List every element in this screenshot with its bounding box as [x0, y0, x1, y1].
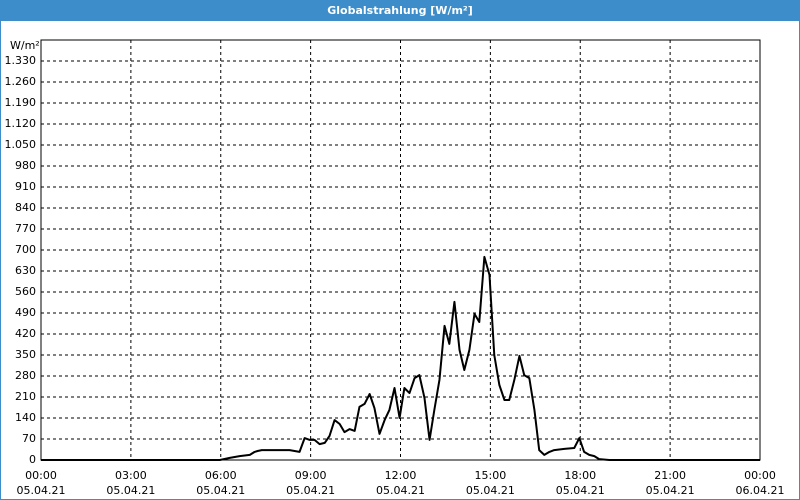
- x-tick-label: 15:00: [475, 469, 507, 482]
- plot-border: [40, 39, 761, 461]
- y-tick-label: 70: [22, 432, 36, 445]
- y-tick-label: 1.190: [5, 96, 37, 109]
- chart-title: Globalstrahlung [W/m²]: [327, 4, 473, 17]
- x-tick-date: 05.04.21: [286, 484, 335, 497]
- x-tick-date: 06.04.21: [736, 484, 785, 497]
- y-tick-label: 1.050: [5, 138, 37, 151]
- x-tick-label: 06:00: [205, 469, 237, 482]
- data-line: [41, 255, 760, 461]
- x-tick-label: 18:00: [564, 469, 596, 482]
- y-tick-label: 700: [15, 243, 36, 256]
- y-tick-label: 980: [15, 159, 36, 172]
- y-tick-label: 490: [15, 306, 36, 319]
- x-tick-label: 09:00: [295, 469, 327, 482]
- y-tick-label: 280: [15, 369, 36, 382]
- x-tick-date: 05.04.21: [376, 484, 425, 497]
- x-tick-label: 21:00: [654, 469, 686, 482]
- x-tick-date: 05.04.21: [466, 484, 515, 497]
- y-tick-label: 1.260: [5, 75, 37, 88]
- y-tick-label: 350: [15, 348, 36, 361]
- title-bar: [0, 0, 800, 21]
- y-tick-label: 1.330: [5, 54, 37, 67]
- x-tick-date: 05.04.21: [556, 484, 605, 497]
- y-tick-label: 560: [15, 285, 36, 298]
- x-tick-label: 12:00: [385, 469, 417, 482]
- y-tick-label: 0: [29, 453, 36, 466]
- x-tick-date: 05.04.21: [17, 484, 66, 497]
- y-tick-label: 840: [15, 201, 36, 214]
- x-tick-date: 05.04.21: [196, 484, 245, 497]
- x-tick-date: 05.04.21: [106, 484, 155, 497]
- y-axis-label: W/m²: [10, 39, 40, 52]
- y-tick-label: 420: [15, 327, 36, 340]
- y-tick-label: 1.120: [5, 117, 37, 130]
- y-tick-label: 140: [15, 411, 36, 424]
- y-tick-label: 910: [15, 180, 36, 193]
- x-tick-label: 00:00: [25, 469, 57, 482]
- x-tick-label: 00:00: [744, 469, 776, 482]
- y-tick-label: 630: [15, 264, 36, 277]
- x-tick-label: 03:00: [115, 469, 147, 482]
- x-tick-date: 05.04.21: [646, 484, 695, 497]
- y-tick-label: 770: [15, 222, 36, 235]
- y-tick-label: 210: [15, 390, 36, 403]
